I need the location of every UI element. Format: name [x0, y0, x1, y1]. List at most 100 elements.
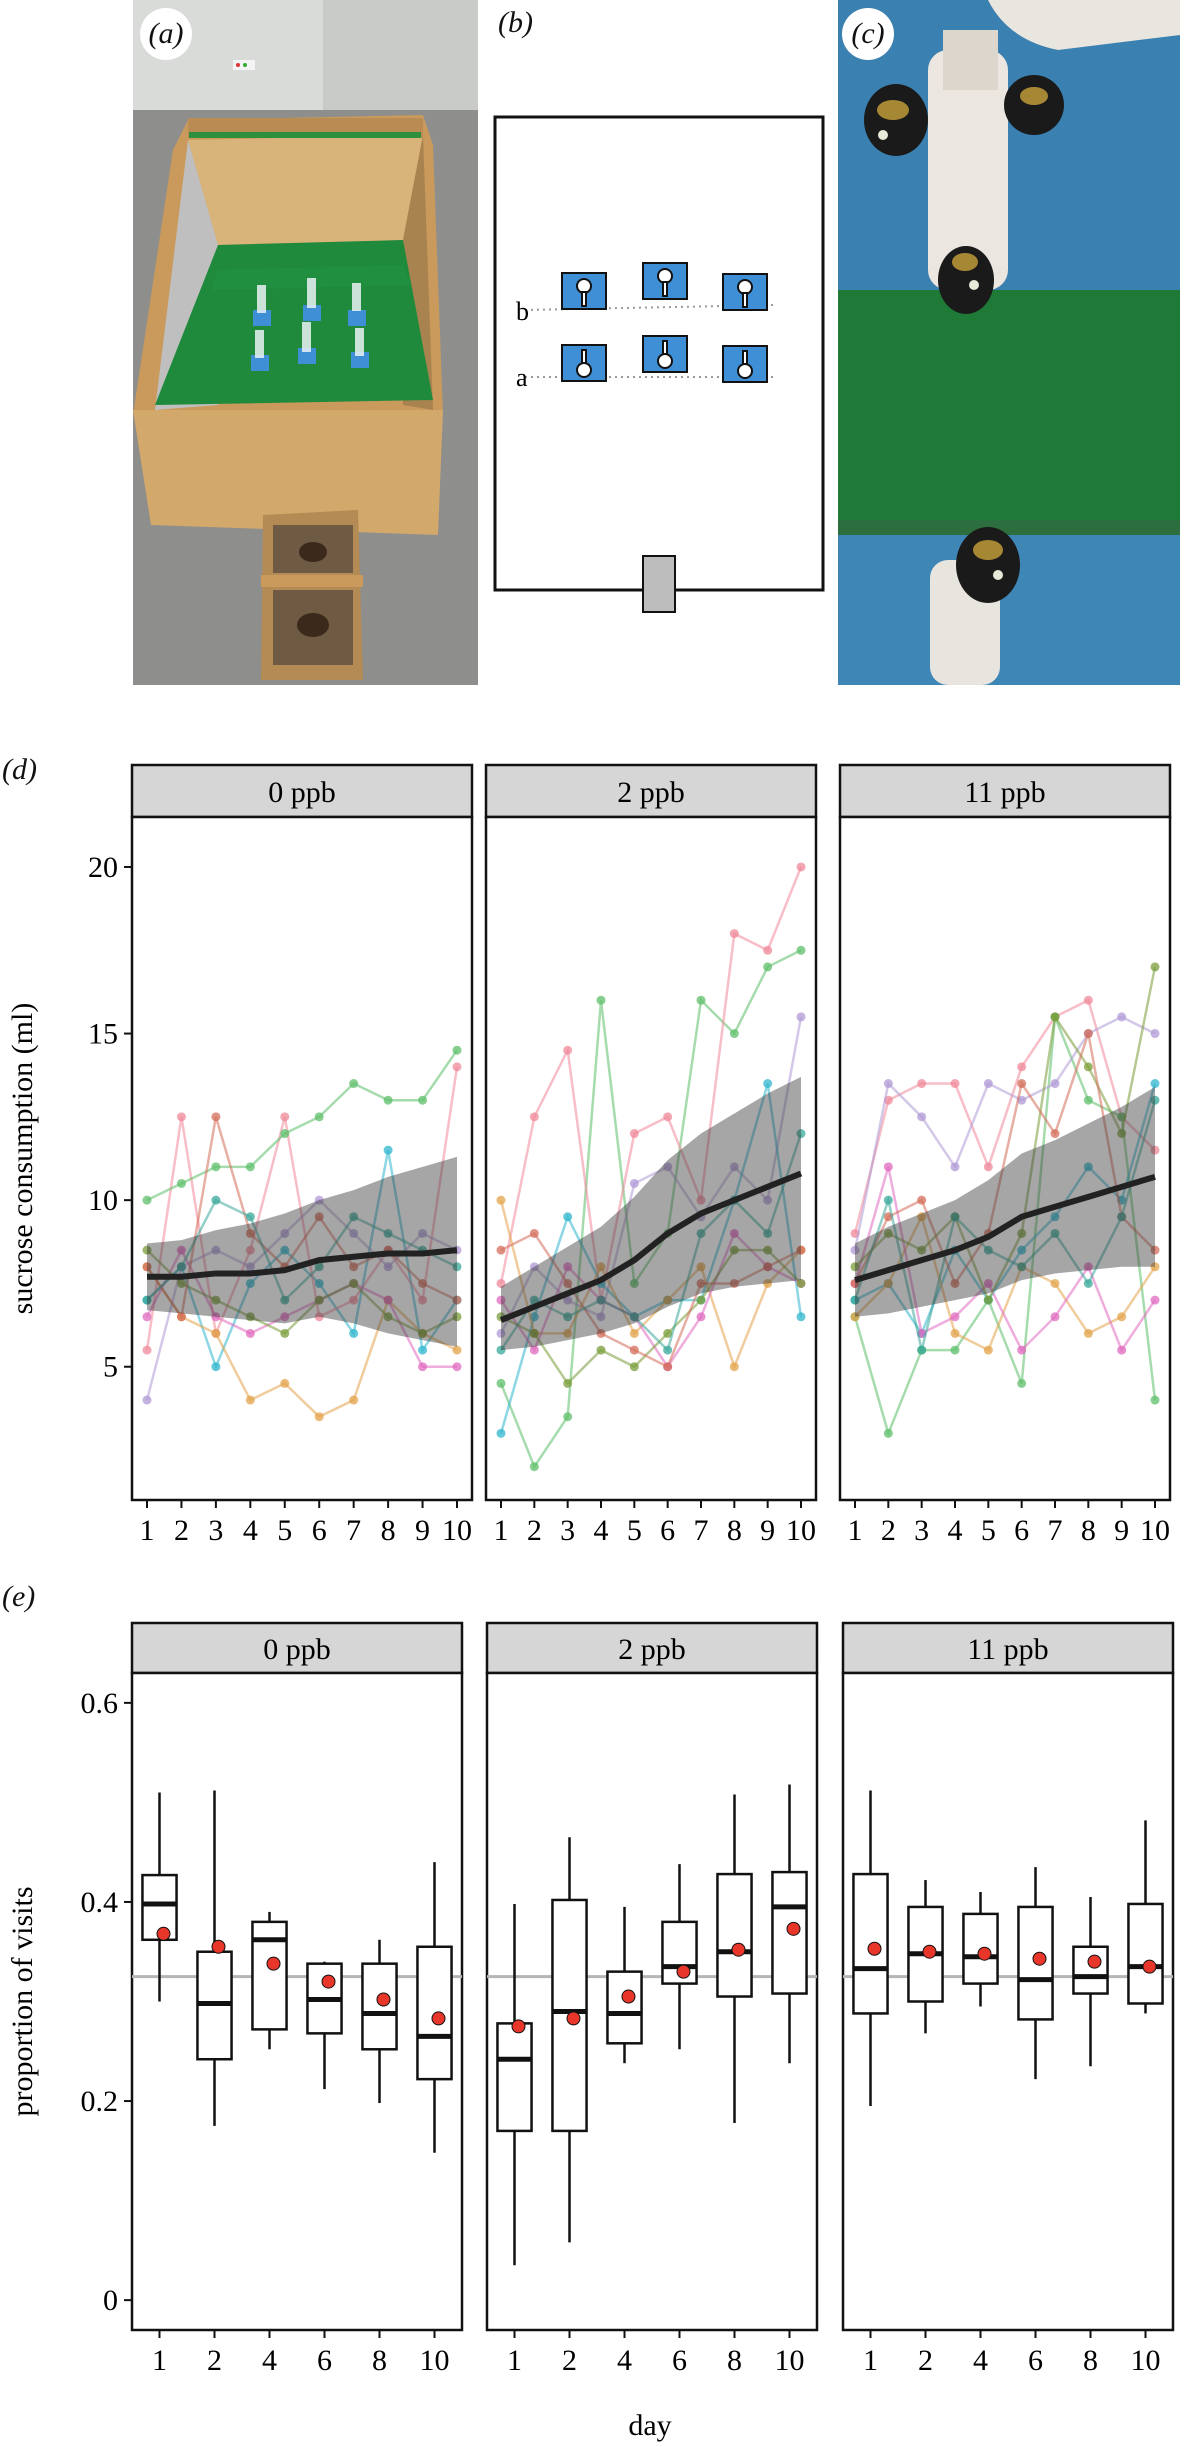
colony-point	[383, 1228, 393, 1238]
x-tick-label: 3	[914, 1514, 929, 1547]
colony-point	[452, 1262, 462, 1272]
x-tick-label: 8	[372, 2344, 387, 2377]
colony-point	[529, 1295, 539, 1305]
box-mean-point	[511, 2019, 526, 2034]
colony-line	[145, 1266, 458, 1419]
colony-point	[452, 1312, 462, 1322]
colony-point	[1017, 1345, 1027, 1355]
colony-point	[418, 1362, 428, 1372]
x-tick-label: 8	[381, 1514, 396, 1547]
colony-point	[850, 1262, 860, 1272]
facet-panel	[841, 1671, 1175, 2332]
colony-line	[146, 1198, 458, 1303]
colony-point	[663, 1345, 673, 1355]
colony-point	[983, 1079, 993, 1089]
x-tick-label: 6	[317, 2344, 332, 2377]
colony-point	[763, 962, 773, 972]
colony-point	[280, 1295, 290, 1305]
colony-line	[853, 1016, 1157, 1438]
x-tick-label: 1	[494, 1514, 509, 1547]
mean-trend-line	[147, 1247, 458, 1280]
colony-point	[596, 995, 606, 1005]
box-iqr	[1072, 1945, 1109, 1995]
colony-point	[280, 1245, 290, 1255]
colony-point	[211, 1362, 221, 1372]
colony-point	[950, 1278, 960, 1288]
colony-line	[499, 1083, 803, 1434]
panel-label-c: (c)	[842, 8, 894, 60]
colony-point	[850, 1312, 860, 1322]
colony-line	[499, 1016, 803, 1334]
colony-point	[496, 1245, 506, 1255]
colony-point	[917, 1245, 927, 1255]
facet-panel	[130, 815, 474, 1502]
y-axis-label: proportion of visits	[6, 1887, 39, 2117]
x-tick-label: 2	[207, 2344, 222, 2377]
colony-point	[1117, 1129, 1127, 1139]
colony-point	[763, 1278, 773, 1288]
colony-point	[983, 1245, 993, 1255]
colony-point	[663, 1162, 673, 1172]
colony-point	[314, 1412, 324, 1422]
row-label-b: b	[516, 297, 529, 326]
colony-point	[314, 1278, 324, 1288]
box-mean-point	[786, 1921, 801, 1936]
colony-point	[1150, 1145, 1160, 1155]
colony-point	[917, 1112, 927, 1122]
colony-point	[696, 1195, 706, 1205]
x-tick-label: 10	[1131, 2344, 1161, 2377]
x-tick-label: 9	[1114, 1514, 1129, 1547]
colony-point	[1050, 1012, 1060, 1022]
colony-point	[211, 1328, 221, 1338]
arena-photo-drawing	[133, 0, 478, 685]
colony-point	[729, 1228, 739, 1238]
confidence-ribbon	[501, 1076, 801, 1351]
facet-strip	[484, 763, 818, 819]
x-tick-label: 8	[727, 2344, 742, 2377]
x-tick-label: 8	[727, 1514, 742, 1547]
colony-point	[1017, 1228, 1027, 1238]
colony-point	[796, 862, 806, 872]
facet-strip	[838, 763, 1172, 819]
facet-strip-label: 2 ppb	[617, 776, 685, 809]
colony-line	[854, 966, 1157, 1304]
x-tick-label: 9	[415, 1514, 430, 1547]
colony-point	[383, 1095, 393, 1105]
colony-point	[1017, 1062, 1027, 1072]
colony-point	[418, 1095, 428, 1105]
colony-point	[796, 1012, 806, 1022]
box-mean-point	[431, 2011, 446, 2026]
colony-point	[1150, 1295, 1160, 1305]
box-mean-point	[621, 1989, 636, 2004]
colony-line	[146, 1049, 459, 1202]
box-mean-point	[566, 2011, 581, 2026]
colony-point	[663, 1295, 673, 1305]
colony-point	[796, 945, 806, 955]
facet-strip-label: 0 ppb	[263, 1633, 331, 1666]
colony-point	[1050, 1278, 1060, 1288]
colony-point	[917, 1195, 927, 1205]
colony-point	[245, 1262, 255, 1272]
colony-point	[142, 1345, 152, 1355]
facet-strip	[841, 1621, 1175, 1675]
colony-point	[142, 1295, 152, 1305]
colony-point	[563, 1295, 573, 1305]
colony-point	[563, 1045, 573, 1055]
bee-feeder-photo-drawing	[838, 0, 1180, 685]
colony-point	[883, 1079, 893, 1089]
x-tick-label: 2	[918, 2344, 933, 2377]
colony-point	[763, 1245, 773, 1255]
x-tick-label: 1	[507, 2344, 522, 2377]
x-tick-label: 7	[346, 1514, 361, 1547]
colony-point	[1117, 1345, 1127, 1355]
colony-point	[1083, 1278, 1093, 1288]
colony-point	[663, 1328, 673, 1338]
colony-line	[853, 1099, 1157, 1351]
x-tick-label: 2	[562, 2344, 577, 2377]
colony-point	[983, 1162, 993, 1172]
arena-schematic: b a	[493, 115, 825, 613]
colony-point	[563, 1328, 573, 1338]
x-tick-label: 10	[442, 1514, 472, 1547]
y-tick-label: 20	[88, 851, 118, 884]
colony-point	[917, 1079, 927, 1089]
